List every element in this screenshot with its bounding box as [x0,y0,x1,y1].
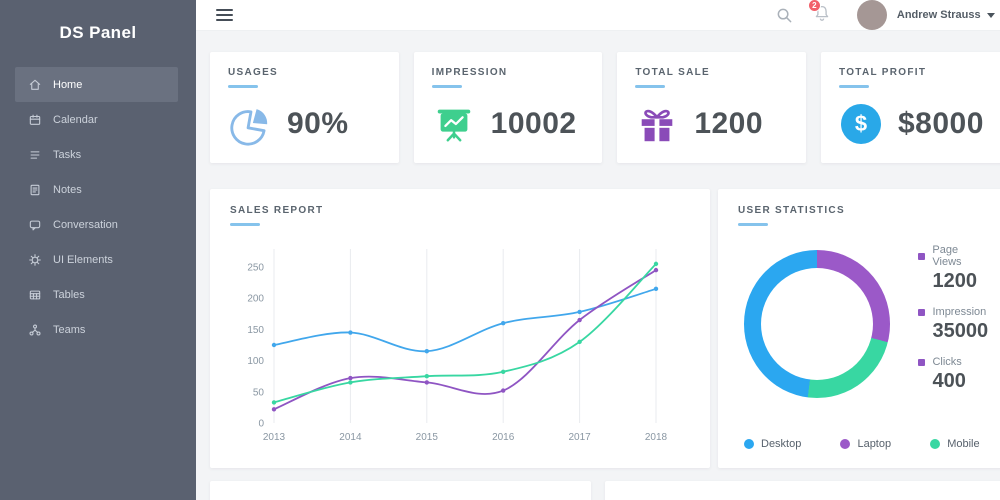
card-title: IMPRESSION [431,67,508,78]
stat-value: 90% [287,107,349,140]
stat-value: 10002 [490,107,577,140]
sidebar-item-label: Home [53,78,83,91]
svg-text:2014: 2014 [339,432,362,443]
chat-icon [29,220,41,230]
metric-page-views: Page Views 1200 [918,244,989,293]
svg-text:250: 250 [247,263,264,274]
charts-row: SALES REPORT 2013 2014 2015 2016 2017 2018 0 50… [210,189,1000,468]
svg-text:2017: 2017 [568,432,591,443]
title-underline [230,223,260,226]
card-title: TOTAL SALE [635,67,710,78]
sales-line-chart: 2013 2014 2015 2016 2017 2018 0 50 100 150 200 250 [230,230,696,458]
svg-text:2015: 2015 [416,432,439,443]
user-statistics-card: USER STATISTICS Page Views 1200 [718,189,1000,468]
title-underline [738,223,768,226]
chevron-down-icon [986,12,995,18]
card-title: USAGES [228,67,279,78]
legend-item-laptop[interactable]: Laptop [840,438,891,450]
sidebar-item-conversation[interactable]: Conversation [15,207,178,242]
sidebar-item-tables[interactable]: Tables [15,277,178,312]
sidebar-item-label: UI Elements [53,253,113,266]
notifications-button[interactable]: 2 [807,0,831,27]
notification-badge: 2 [807,0,821,12]
legend-dot-icon [840,439,851,449]
gear-icon [29,253,41,266]
search-button[interactable] [776,7,793,24]
sidebar-item-label: Teams [53,323,86,336]
stat-card-total-profit: TOTAL PROFIT $ $8000 [820,52,1000,163]
stat-card-total-sale: TOTAL SALE 1200 [617,52,806,163]
user-statistics-donut-chart [744,250,891,398]
sidebar-item-teams[interactable]: Teams [15,312,178,347]
bullet-icon [918,252,926,260]
legend-item-mobile[interactable]: Mobile [930,438,980,450]
home-icon [29,79,41,90]
bullet-icon [918,308,926,316]
metric-impression: Impression 35000 [918,306,989,343]
next-row-partial [210,481,1000,500]
org-chart-icon [29,323,41,336]
title-underline [431,85,462,88]
svg-text:2016: 2016 [492,432,515,443]
bullet-icon [918,358,926,366]
donut-hole [761,268,874,380]
table-icon [29,290,41,299]
sidebar-item-label: Tables [53,288,85,301]
search-icon [777,8,792,22]
sidebar-item-home[interactable]: Home [15,67,178,102]
tasks-icon [30,150,40,159]
gift-icon [635,102,679,146]
card-title: USER STATISTICS [738,205,845,216]
sidebar-item-label: Calendar [53,113,98,126]
stat-value: 1200 [694,107,764,140]
main-area: 2 Andrew Strauss USAGES 90% [196,0,1000,500]
title-underline [228,85,258,88]
svg-text:2018: 2018 [645,432,668,443]
menu-toggle-button[interactable] [214,5,235,25]
sidebar-item-label: Tasks [53,148,82,161]
stat-card-usages: USAGES 90% [210,52,399,163]
sidebar-item-label: Conversation [53,218,118,231]
stat-card-impression: IMPRESSION 10002 [413,52,603,163]
sidebar-item-tasks[interactable]: Tasks [15,137,178,172]
title-underline [838,85,869,88]
sales-report-card: SALES REPORT 2013 2014 2015 2016 2017 2018 0 50… [210,189,710,468]
svg-text:50: 50 [253,387,265,398]
user-name: Andrew Strauss [896,9,981,21]
partial-card [210,481,591,500]
dashboard-content: USAGES 90% IMPRESSION [196,31,1000,500]
calendar-icon [29,114,41,125]
card-title: TOTAL PROFIT [838,67,927,78]
card-title: SALES REPORT [230,205,324,216]
sidebar-item-label: Notes [53,183,82,196]
sidebar-item-ui-elements[interactable]: UI Elements [15,242,178,277]
pie-chart-icon [228,102,272,146]
stat-value: $8000 [897,107,984,140]
presentation-chart-icon [432,102,476,146]
svg-text:100: 100 [247,356,264,367]
user-avatar[interactable] [856,0,887,30]
svg-text:150: 150 [247,325,264,336]
sidebar-item-notes[interactable]: Notes [15,172,178,207]
sidebar: DS Panel Home Calendar Tasks Notes Conve… [0,0,196,500]
svg-text:0: 0 [258,419,264,430]
dollar-circle-icon: $ [839,102,883,146]
legend-item-desktop[interactable]: Desktop [744,438,801,450]
topbar: 2 Andrew Strauss [196,0,1000,31]
title-underline [635,85,666,88]
legend-dot-icon [744,439,754,449]
donut-metrics: Page Views 1200 Impression 35000 [918,242,989,406]
notes-icon [30,184,40,195]
user-menu[interactable]: Andrew Strauss [897,9,995,21]
stat-cards-row: USAGES 90% IMPRESSION [210,52,1000,163]
svg-text:200: 200 [247,294,264,305]
metric-clicks: Clicks 400 [918,356,989,393]
partial-card [605,481,1000,500]
svg-text:2013: 2013 [263,432,286,443]
app-logo: DS Panel [59,23,137,42]
donut-legend: Desktop Laptop Mobile [738,438,990,454]
sidebar-item-calendar[interactable]: Calendar [15,102,178,137]
sidebar-nav: Home Calendar Tasks Notes Conversation U… [0,67,196,347]
legend-dot-icon [930,439,941,449]
